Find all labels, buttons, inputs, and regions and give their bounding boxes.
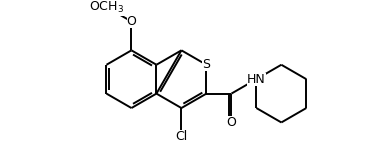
Text: OCH$_3$: OCH$_3$ [89,0,124,15]
Text: HN: HN [247,73,266,86]
Text: O: O [227,116,236,129]
Text: O: O [126,15,137,28]
Text: Cl: Cl [175,130,187,143]
Text: S: S [203,58,210,71]
